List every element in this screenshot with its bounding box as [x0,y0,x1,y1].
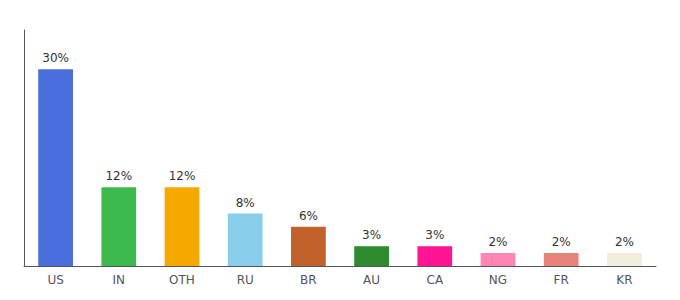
svg-text:2%: 2% [615,235,634,249]
svg-text:CA: CA [427,273,444,287]
svg-text:2%: 2% [488,235,507,249]
svg-text:2%: 2% [552,235,571,249]
svg-text:3%: 3% [425,228,444,242]
svg-text:8%: 8% [236,196,255,210]
svg-text:OTH: OTH [169,273,195,287]
svg-text:12%: 12% [105,169,132,183]
svg-text:BR: BR [300,273,317,287]
svg-text:IN: IN [113,273,126,287]
svg-text:RU: RU [237,273,254,287]
svg-text:12%: 12% [169,169,196,183]
svg-text:30%: 30% [42,51,69,65]
svg-text:FR: FR [554,273,569,287]
svg-text:NG: NG [489,273,507,287]
svg-text:US: US [47,273,63,287]
svg-text:AU: AU [363,273,380,287]
svg-text:KR: KR [616,273,632,287]
svg-text:3%: 3% [362,228,381,242]
svg-text:6%: 6% [299,209,318,223]
